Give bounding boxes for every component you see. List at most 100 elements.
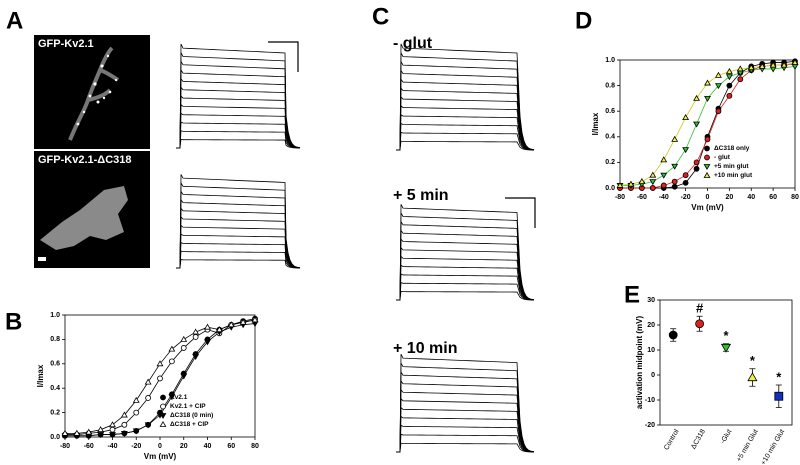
data-point (693, 121, 701, 128)
current-trace (396, 255, 535, 301)
y-tick-label: 0.6 (605, 108, 615, 115)
y-tick-label: 30 (647, 297, 655, 304)
data-point (627, 180, 635, 187)
data-point (120, 411, 128, 418)
x-axis-label: Vm (mV) (144, 452, 177, 461)
legend-marker (704, 154, 710, 161)
current-trace (176, 103, 301, 149)
x-tick-label: 20 (180, 443, 188, 450)
current-trace (396, 433, 535, 453)
current-trace (176, 233, 301, 269)
data-point (736, 65, 744, 72)
data-point (682, 179, 689, 186)
panel-label: C (372, 3, 389, 30)
current-trace (396, 104, 535, 151)
data-point (649, 185, 656, 191)
legend-marker (159, 413, 167, 420)
data-point (168, 358, 175, 365)
data-point (133, 409, 140, 416)
data-point (144, 378, 152, 385)
data-point (121, 421, 128, 428)
y-tick-label: 0.4 (605, 134, 615, 141)
data-point (693, 165, 700, 172)
data-point (251, 316, 259, 323)
data-point (671, 163, 679, 170)
current-trace (176, 130, 301, 149)
data-point (156, 360, 164, 367)
legend-marker (160, 403, 166, 410)
x-tick-label: -80 (60, 443, 70, 450)
y-axis-label: I/Imax (36, 364, 45, 387)
x-tick-label: ΔC318 (690, 428, 707, 450)
data-point (638, 178, 646, 184)
plot-frame (659, 299, 793, 426)
current-trace (396, 95, 535, 151)
data-point (145, 395, 152, 401)
scale-bar (505, 197, 536, 228)
current-trace (396, 43, 535, 151)
legend-label: +5 min glut (714, 163, 749, 170)
x-tick-label: -80 (615, 194, 625, 201)
data-point (97, 426, 105, 433)
data-point (693, 159, 700, 166)
x-tick-label: -Glut (720, 428, 734, 445)
significance-mark: # (696, 301, 704, 316)
legend-label: Kv2.1 (170, 394, 188, 401)
current-trace (396, 78, 535, 151)
data-point (204, 323, 211, 330)
data-point (682, 114, 690, 120)
data-point (73, 429, 81, 436)
data-point (682, 172, 689, 179)
current-trace (396, 204, 535, 301)
y-tick-label: 0 (651, 372, 655, 379)
current-trace (396, 354, 535, 453)
data-point (204, 339, 211, 346)
y-tick-label: 0.0 (50, 434, 60, 441)
trace-label: - glut (393, 35, 433, 52)
legend-label: - glut (714, 154, 731, 161)
data-point (215, 326, 223, 333)
data-point (758, 62, 766, 69)
data-point (671, 178, 678, 185)
data-point (227, 321, 235, 328)
y-tick-label: -20 (645, 422, 655, 429)
x-tick-label: 40 (747, 194, 755, 201)
legend-marker (703, 164, 711, 171)
data-point (85, 428, 93, 435)
data-point (649, 171, 657, 178)
x-tick-label: -60 (637, 194, 647, 201)
y-tick-label: 0.0 (605, 185, 615, 192)
current-trace (176, 86, 301, 149)
current-trace (176, 77, 301, 149)
x-tick-label: -20 (131, 443, 141, 450)
current-trace (396, 273, 535, 301)
current-trace (396, 442, 535, 453)
data-point (714, 83, 722, 90)
data-point (693, 94, 701, 101)
data-point (715, 108, 722, 115)
data-point (660, 172, 668, 179)
legend-marker (159, 420, 167, 427)
x-tick-label: 40 (204, 443, 212, 450)
image-label: GFP-Kv2.1 (38, 38, 94, 50)
data-point (192, 328, 200, 335)
current-trace (396, 415, 535, 453)
current-trace (176, 174, 301, 269)
legend-label: +10 min glut (714, 172, 753, 179)
legend-marker (160, 394, 166, 401)
legend-label: Kv2.1 + CIP (170, 403, 206, 410)
x-tick-label: -20 (681, 194, 691, 201)
y-tick-label: -10 (645, 397, 655, 404)
panel-label: E (624, 281, 640, 308)
data-point (791, 59, 799, 65)
current-trace (176, 250, 301, 269)
data-point (747, 372, 758, 382)
current-trace (396, 290, 535, 301)
data-point (704, 136, 711, 143)
cell-body (40, 186, 128, 250)
data-point (192, 354, 200, 361)
y-tick-label: 20 (647, 322, 655, 329)
data-point (725, 74, 733, 81)
y-tick-label: 10 (647, 347, 655, 354)
x-tick-label: 80 (791, 194, 799, 201)
